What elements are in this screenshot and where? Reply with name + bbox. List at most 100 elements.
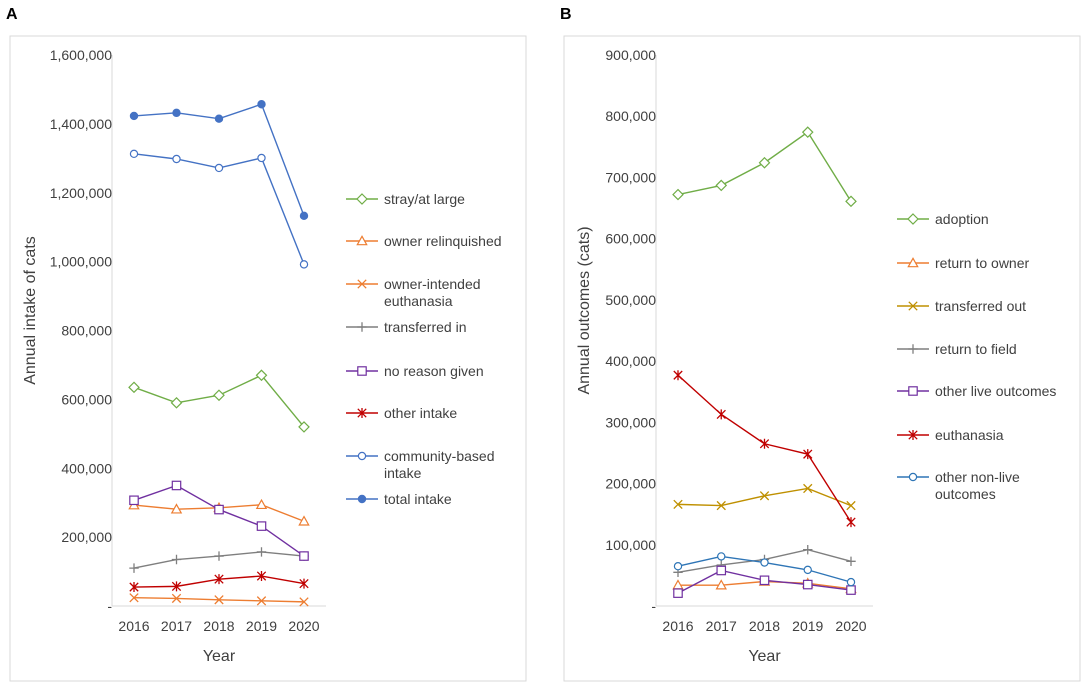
- chartb-series-other-non-live-outcomes: [673, 552, 856, 587]
- charta-point-owner-relinquished: [170, 503, 183, 514]
- charta-point-total-intake: [214, 114, 224, 123]
- charta-xtick-label: 2020: [288, 618, 319, 634]
- charta-legend-marker: [357, 322, 367, 332]
- chartb-y-axis-title: Annual outcomes (cats): [576, 226, 593, 394]
- charta-point-no-reason-given: [129, 495, 139, 506]
- charta-legend-label: no reason given: [384, 363, 484, 379]
- charta-point-no-reason-given: [214, 504, 224, 515]
- charta-point-total-intake: [257, 100, 266, 109]
- charta-ytick-label: -: [107, 598, 112, 614]
- charta-legend-label: total intake: [384, 491, 452, 507]
- chartb-legend-label: transferred out: [935, 298, 1026, 314]
- charta-legend-item-owner-relinquished: owner relinquished: [346, 233, 502, 249]
- chartb-ytick-label: 800,000: [605, 108, 656, 124]
- charta-y-axis-title: Annual intake of cats: [22, 236, 39, 385]
- chartb-point-other-live-outcomes: [802, 579, 813, 590]
- chartb-series-other-live-outcomes: [673, 565, 856, 598]
- chartb-legend-label: other non-live outcomes: [935, 469, 1020, 502]
- chartb-legend-marker: [908, 472, 918, 482]
- chartb-legend-marker: [908, 430, 918, 440]
- charta-point-owner-intended-euthanasia: [256, 596, 267, 606]
- charta-series-owner-intended-euthanasia: [129, 593, 309, 607]
- charta-point-other-intake: [129, 582, 139, 593]
- charta-point-no-reason-given: [256, 521, 267, 531]
- chartb-legend-label: adoption: [935, 211, 989, 227]
- charta-point-community-based-intake: [299, 260, 309, 269]
- charta-legend-item-transferred-in: transferred in: [346, 319, 466, 335]
- chartb-point-other-live-outcomes: [716, 565, 727, 576]
- charta-point-community-based-intake: [129, 149, 139, 159]
- charta-point-owner-intended-euthanasia: [214, 595, 224, 605]
- charta-legend-item-stray-at-large: stray/at large: [346, 191, 465, 207]
- chartb-xtick-label: 2018: [749, 618, 780, 634]
- chartb-ytick-label: 100,000: [605, 537, 656, 553]
- charta-point-owner-intended-euthanasia: [129, 593, 139, 603]
- charta-xtick-label: 2019: [246, 618, 277, 634]
- charta-x-axis-title: Year: [203, 648, 236, 665]
- chartb-legend-item-return-to-field: return to field: [897, 341, 1017, 357]
- chartb-point-transferred-out: [846, 500, 856, 511]
- charta-legend-label: stray/at large: [384, 191, 465, 207]
- chartb-point-transferred-out: [716, 500, 726, 511]
- charta-point-other-intake: [256, 571, 267, 582]
- chartb-point-other-live-outcomes: [759, 575, 770, 586]
- chart-b-outcomes: - 100,000 200,000 300,000 400,000 500,000 600,…: [576, 47, 1056, 665]
- chartb-series-transferred-out: [673, 483, 856, 511]
- charta-legend-item-total-intake: total intake: [346, 491, 452, 507]
- charta-point-no-reason-given: [171, 480, 182, 491]
- chartb-legend-marker: [907, 257, 919, 268]
- charta-point-community-based-intake: [172, 154, 181, 164]
- charta-ytick-label: 1,600,000: [50, 47, 112, 63]
- chartb-legend-item-transferred-out: transferred out: [897, 298, 1026, 314]
- chartb-point-return-to-owner: [715, 579, 727, 590]
- charta-point-owner-relinquished: [298, 515, 310, 526]
- chartb-point-other-non-live-outcomes: [717, 552, 726, 561]
- panel-label-b: B: [560, 6, 572, 23]
- charta-ytick-label: 600,000: [61, 391, 112, 407]
- charta-ytick-label: 1,200,000: [50, 185, 112, 201]
- chartb-xtick-label: 2019: [792, 618, 823, 634]
- chartb-legend-marker: [908, 301, 918, 311]
- charta-series-no-reason-given: [129, 480, 309, 561]
- charta-ytick-label: 800,000: [61, 323, 112, 339]
- charta-series-stray-at-large: [128, 369, 310, 433]
- chartb-series-adoption: [672, 126, 857, 208]
- charta-legend-marker: [356, 235, 368, 246]
- charta-point-owner-relinquished: [255, 498, 268, 510]
- chart-b-frame: [563, 35, 1081, 682]
- charta-line-no-reason-given: [133, 484, 305, 557]
- charta-series-community-based-intake: [129, 149, 309, 269]
- charta-legend-marker: [357, 451, 367, 461]
- chartb-xtick-label: 2016: [662, 618, 693, 634]
- chartb-point-euthanasia: [803, 449, 813, 460]
- charta-legend-marker: [357, 408, 367, 418]
- chartb-point-other-non-live-outcomes: [803, 565, 812, 575]
- chartb-point-euthanasia: [846, 517, 856, 528]
- chartb-point-euthanasia: [759, 438, 770, 449]
- charta-point-community-based-intake: [257, 153, 266, 163]
- chartb-xtick-label: 2017: [706, 618, 737, 634]
- chartb-ytick-label: 700,000: [605, 169, 656, 185]
- chart-a-intake: - 200,000 400,000 600,000 800,000 1,000,000 1,…: [22, 47, 502, 665]
- chartb-ytick-label: 400,000: [605, 353, 656, 369]
- charta-legend-item-no-reason-given: no reason given: [346, 363, 484, 379]
- chartb-legend-item-adoption: adoption: [897, 211, 989, 227]
- charta-series-transferred-in: [129, 547, 309, 573]
- charta-legend-marker: [356, 193, 368, 205]
- chartb-point-adoption: [801, 126, 814, 138]
- charta-ytick-label: 400,000: [61, 460, 112, 476]
- charta-series-other-intake: [129, 571, 309, 593]
- chartb-ytick-label: -: [651, 598, 656, 614]
- charta-legend-marker: [357, 494, 367, 504]
- chartb-point-return-to-field: [846, 556, 856, 567]
- charta-legend-marker: [357, 366, 367, 376]
- charta-legend-item-other-intake: other intake: [346, 405, 457, 421]
- panel-label-a: A: [6, 6, 18, 23]
- charta-point-community-based-intake: [214, 163, 224, 173]
- charta-xtick-label: 2018: [203, 618, 234, 634]
- charta-point-other-intake: [214, 574, 224, 585]
- chartb-point-euthanasia: [673, 370, 683, 381]
- chartb-point-other-non-live-outcomes: [760, 558, 769, 567]
- charta-point-stray-at-large: [298, 421, 310, 433]
